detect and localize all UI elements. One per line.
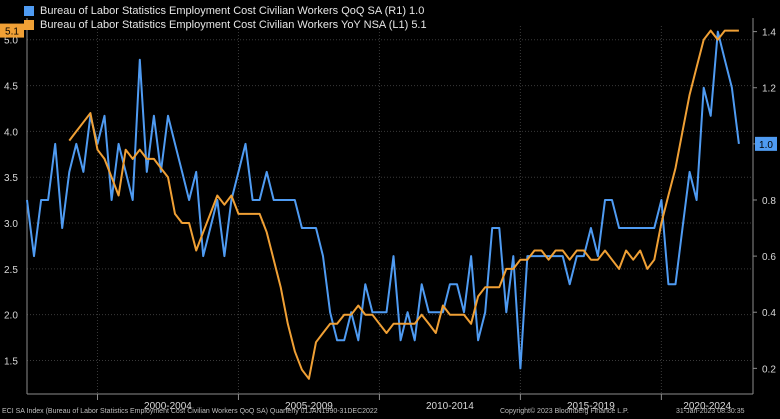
right-last-value-label: 1.0 (759, 140, 773, 151)
left-tick-label: 3.5 (4, 173, 18, 184)
left-tick-label: 3.0 (4, 219, 18, 230)
right-tick-label: 1.4 (762, 28, 776, 39)
right-tick-label: 0.4 (762, 308, 776, 319)
y-axis-left: 1.5 2.0 2.5 3.0 3.5 4.0 4.5 5.0 (4, 18, 28, 394)
left-tick-label: 5.0 (4, 36, 18, 47)
right-tick-label: 1.2 (762, 84, 776, 95)
legend-label-yoy: Bureau of Labor Statistics Employment Co… (40, 19, 427, 31)
x-tick-label: 2015-2019 (567, 401, 615, 412)
series-lines (26, 29, 740, 380)
legend-swatch-qoq (24, 6, 34, 16)
legend-item-yoy: Bureau of Labor Statistics Employment Co… (24, 18, 427, 32)
gridlines (27, 26, 753, 394)
left-tick-label: 1.5 (4, 357, 18, 368)
footer-copyright: Copyright© 2023 Bloomberg Finance L.P. (500, 408, 629, 415)
footer-source: ECI SA Index (Bureau of Labor Statistics… (2, 408, 378, 415)
legend-label-qoq: Bureau of Labor Statistics Employment Co… (40, 5, 425, 17)
left-last-value-label: 5.1 (5, 27, 19, 38)
right-tick-label: 0.8 (762, 196, 776, 207)
legend-swatch-yoy (24, 20, 34, 30)
left-last-value-tag (0, 23, 24, 38)
right-tick-label: 0.6 (762, 252, 776, 263)
footer: ECI SA Index (Bureau of Labor Statistics… (0, 405, 780, 419)
legend-item-qoq: Bureau of Labor Statistics Employment Co… (24, 4, 427, 18)
last-value-tags: 1.0 5.1 (0, 23, 777, 151)
series-line-qoq (26, 30, 740, 370)
left-tick-label: 4.5 (4, 82, 18, 93)
x-tick-label: 2005-2009 (285, 401, 333, 412)
x-tick-label: 2020-2024 (683, 401, 731, 412)
y-axis-right: 0.2 0.4 0.6 0.8 1.0 1.2 1.4 (752, 18, 776, 394)
left-tick-label: 4.0 (4, 127, 18, 138)
x-axis: 2000-2004 2005-2009 2010-2014 2015-2019 2020… (27, 393, 753, 412)
legend: Bureau of Labor Statistics Employment Co… (24, 4, 427, 32)
right-last-value-tag (755, 136, 777, 151)
footer-date: 31-Jan-2023 08:30:35 (676, 408, 745, 415)
x-tick-label: 2010-2014 (426, 401, 474, 412)
left-tick-label: 2.5 (4, 265, 18, 276)
x-tick-label: 2000-2004 (144, 401, 192, 412)
series-line-yoy (68, 29, 739, 380)
left-tick-label: 2.0 (4, 311, 18, 322)
right-tick-label: 0.2 (762, 364, 776, 375)
